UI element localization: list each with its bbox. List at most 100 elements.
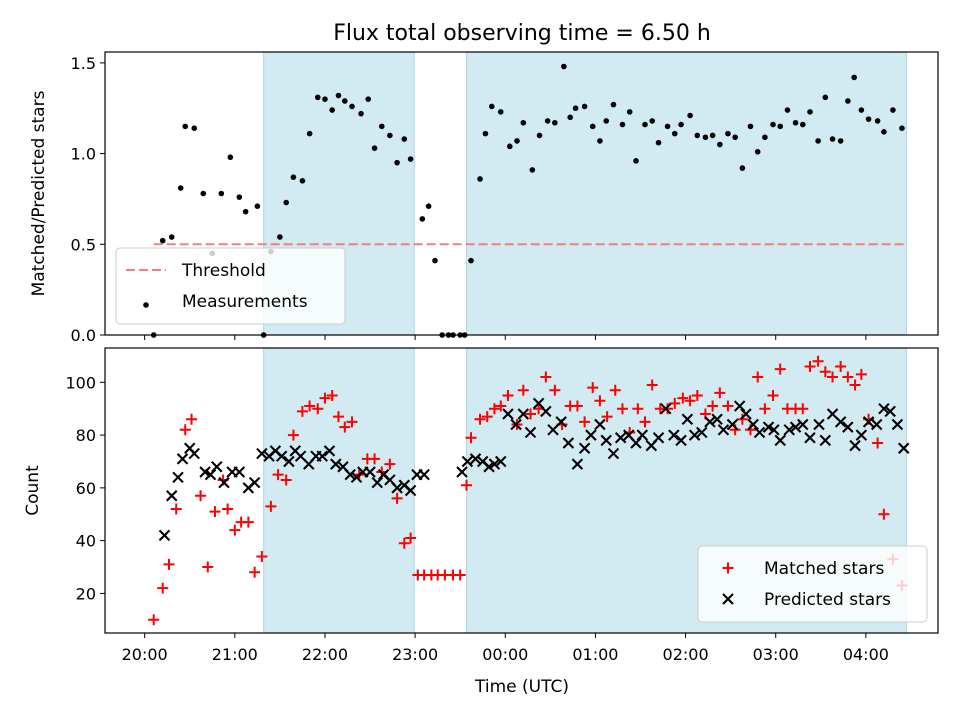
measurement-point xyxy=(432,257,438,264)
matched-stars-point xyxy=(549,384,561,396)
measurement-point xyxy=(482,130,489,137)
predicted-stars-point xyxy=(704,416,716,428)
measurement-point xyxy=(865,116,872,122)
measurement-point xyxy=(747,123,754,130)
matched-stars-point xyxy=(454,569,466,581)
measurement-point xyxy=(306,130,313,137)
matched-stars-point xyxy=(707,400,719,412)
measurement-point xyxy=(581,103,588,110)
y-tick-label: 20 xyxy=(76,584,96,603)
matched-stars-point xyxy=(265,500,277,512)
measurement-point xyxy=(407,156,414,162)
measurement-point xyxy=(626,109,633,115)
y-tick-label: 0.5 xyxy=(71,235,96,254)
measurement-point xyxy=(664,123,671,130)
matched-stars-point xyxy=(202,561,214,573)
matched-stars-point xyxy=(684,395,696,407)
predicted-stars-point xyxy=(600,434,612,447)
measurement-point xyxy=(387,132,393,139)
predicted-stars-point xyxy=(726,418,739,431)
matched-stars-point xyxy=(752,371,764,383)
predicted-stars-point xyxy=(878,402,890,415)
matched-stars-point xyxy=(296,405,308,417)
predicted-stars-point xyxy=(789,421,802,433)
matched-stars-point xyxy=(272,469,284,481)
matched-stars-point xyxy=(495,400,507,412)
legend-label: Predicted stars xyxy=(764,590,891,610)
measurement-point xyxy=(378,123,385,130)
matched-stars-point xyxy=(525,408,537,420)
predicted-stars-point xyxy=(747,418,759,431)
matched-stars-point xyxy=(677,392,689,404)
predicted-stars-point xyxy=(364,466,376,478)
matched-stars-point xyxy=(256,550,268,562)
predicted-stars-point xyxy=(404,484,417,497)
predicted-stars-point xyxy=(870,418,883,431)
measurement-point xyxy=(314,94,321,101)
measurement-point xyxy=(754,148,761,155)
ratio-legend: Threshold Measurements xyxy=(115,247,346,325)
matched-stars-point xyxy=(872,437,884,449)
matched-stars-point xyxy=(157,582,169,594)
measurement-point xyxy=(709,132,716,139)
measurement-point xyxy=(807,109,813,115)
measurement-point xyxy=(739,165,746,171)
predicted-stars-point xyxy=(344,468,356,481)
predicted-stars-point xyxy=(630,437,642,449)
matched-stars-point xyxy=(398,537,410,549)
count-panel-y-axis-label: Count xyxy=(23,465,43,516)
count-panel: 20 40 60 80 100 20:00 21:00 22:00 23:00 00:00 01:0… xyxy=(23,347,939,664)
predicted-stars-point xyxy=(594,418,606,431)
x-axis-label: Time (UTC) xyxy=(474,677,569,697)
predicted-stars-point xyxy=(668,429,680,441)
measurement-point xyxy=(567,114,573,121)
measurement-point xyxy=(770,121,776,128)
measurement-point xyxy=(603,118,610,124)
measurement-point xyxy=(177,185,184,191)
predicted-stars-point xyxy=(510,418,522,431)
measurement-point xyxy=(254,203,261,209)
measurement-point xyxy=(322,96,328,102)
predicted-stars-point xyxy=(897,442,910,455)
measurement-point xyxy=(649,118,656,124)
measurement-point xyxy=(520,119,527,126)
matched-stars-point xyxy=(332,411,344,423)
predicted-stars-point xyxy=(681,413,694,425)
measurement-point xyxy=(702,134,709,141)
measurement-point xyxy=(572,105,579,112)
measurement-point xyxy=(881,129,887,135)
matched-stars-point xyxy=(465,432,477,444)
x-tick-label: 20:00 xyxy=(122,645,168,664)
matched-stars-point xyxy=(616,403,628,415)
measurement-point xyxy=(200,190,207,197)
measurement-point xyxy=(401,136,408,142)
matched-stars-point xyxy=(319,392,331,404)
matched-stars-point xyxy=(540,371,552,383)
measurement-point xyxy=(236,194,243,200)
predicted-stars-point xyxy=(211,461,223,473)
predicted-stars-point xyxy=(371,476,384,489)
matched-stars-point xyxy=(326,390,338,401)
measurement-point xyxy=(851,74,857,81)
matched-stars-point xyxy=(163,558,175,570)
measurement-point xyxy=(529,167,536,173)
measurement-point xyxy=(561,63,567,70)
predicted-stars-point xyxy=(571,458,584,470)
legend-label: Matched stars xyxy=(764,559,884,579)
measurement-point xyxy=(329,107,335,113)
matched-stars-point xyxy=(339,421,351,433)
y-tick-label: 0.0 xyxy=(71,326,96,345)
predicted-stars-point xyxy=(461,455,474,468)
predicted-stars-point xyxy=(652,431,665,444)
matched-stars-point xyxy=(646,379,658,391)
predicted-stars-point xyxy=(540,405,552,418)
measurement-point xyxy=(358,110,364,117)
predicted-stars-point xyxy=(607,447,620,460)
predicted-stars-point xyxy=(884,405,896,418)
matched-stars-point xyxy=(148,614,160,626)
legend-box xyxy=(115,247,346,325)
measurement-point xyxy=(242,208,249,215)
measurement-point xyxy=(290,174,297,180)
ratio-panel-y-axis-label: Matched/Predicted stars xyxy=(29,90,49,296)
measurement-point xyxy=(342,98,348,104)
